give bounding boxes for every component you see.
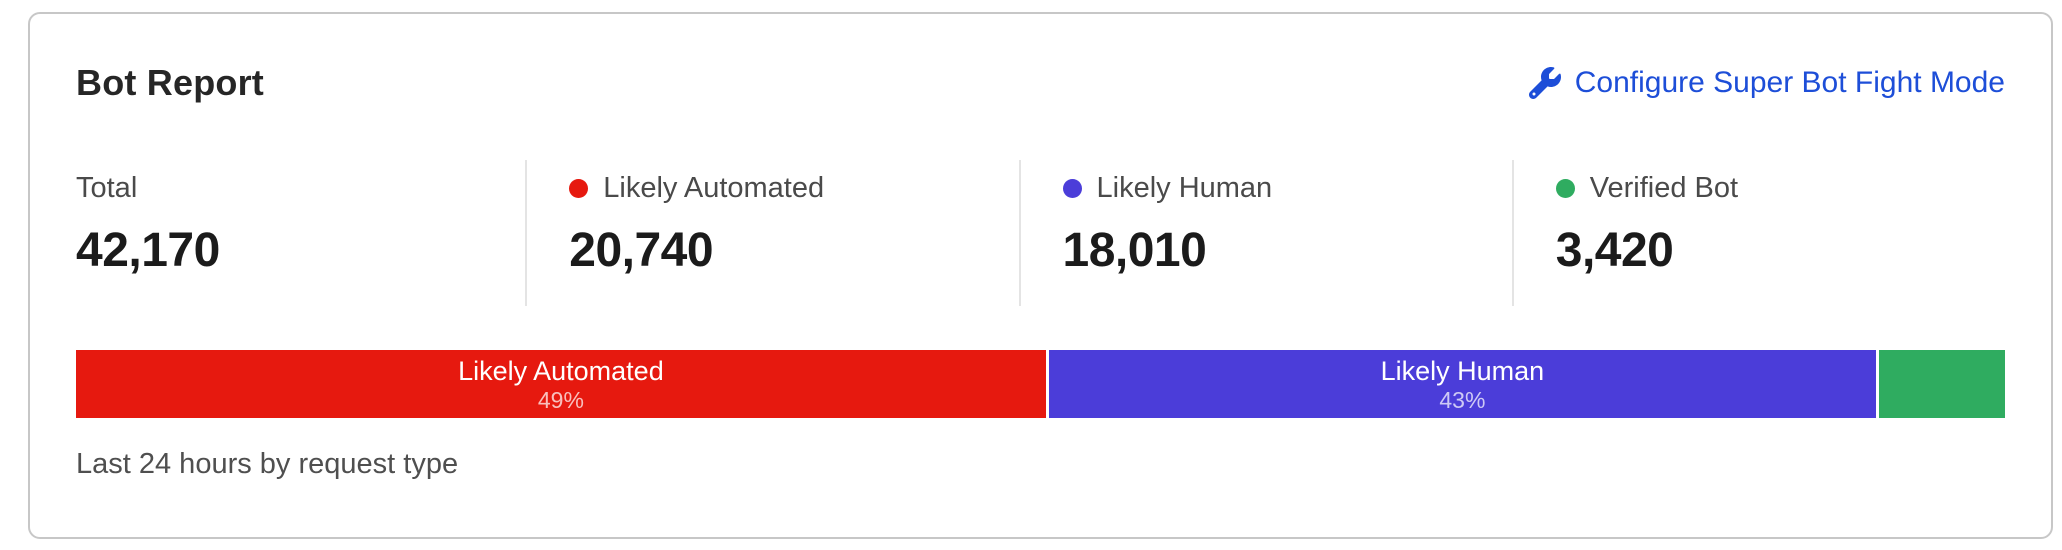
stat-likely-human-value: 18,010: [1062, 224, 1207, 277]
bar-segment-likely-human: Likely Human 43%: [1048, 350, 1876, 418]
wrench-icon: [1528, 67, 1561, 99]
stat-likely-human-label: Likely Human: [1096, 172, 1273, 204]
stat-total-label: Total: [76, 172, 138, 204]
bar-segment-likely-human-percent: 43%: [1439, 386, 1486, 413]
verified-bot-dot-icon: [1555, 179, 1575, 198]
stat-total-value: 42,170: [76, 224, 220, 277]
stat-likely-automated-value: 20,740: [569, 224, 714, 277]
stat-likely-human: Likely Human 18,010: [1018, 160, 1512, 306]
stat-likely-automated: Likely Automated 20,740: [525, 160, 1018, 306]
bar-segment-likely-human-label: Likely Human: [1380, 355, 1545, 386]
stat-likely-human-label-row: Likely Human: [1062, 172, 1512, 205]
stat-total: Total 42,170: [76, 160, 525, 306]
bar-segment-likely-automated-label: Likely Automated: [458, 355, 664, 386]
card-header: Bot Report Configure Super Bot Fight Mod…: [76, 62, 2005, 104]
likely-automated-dot-icon: [569, 179, 589, 198]
configure-link-label: Configure Super Bot Fight Mode: [1574, 66, 2005, 99]
configure-super-bot-fight-mode-link[interactable]: Configure Super Bot Fight Mode: [1528, 66, 2005, 100]
stat-verified-bot-label-row: Verified Bot: [1555, 172, 2005, 205]
likely-human-dot-icon: [1062, 179, 1082, 198]
request-type-stacked-bar: Likely Automated 49% Likely Human 43%: [76, 350, 2005, 418]
stat-total-label-row: Total: [76, 172, 525, 205]
stat-verified-bot-label: Verified Bot: [1589, 172, 1739, 204]
bar-segment-likely-automated-percent: 49%: [537, 386, 584, 413]
bot-report-card: Bot Report Configure Super Bot Fight Mod…: [28, 12, 2053, 539]
chart-caption: Last 24 hours by request type: [76, 448, 459, 480]
bar-segment-verified-bot: [1878, 350, 2005, 418]
stat-likely-automated-label: Likely Automated: [603, 172, 825, 204]
stat-verified-bot: Verified Bot 3,420: [1511, 160, 2005, 306]
bar-segment-likely-automated: Likely Automated 49%: [76, 350, 1046, 418]
stat-likely-automated-label-row: Likely Automated: [569, 172, 1018, 205]
page-title: Bot Report: [76, 62, 264, 103]
stats-row: Total 42,170 Likely Automated 20,740 Lik…: [76, 160, 2005, 306]
stat-verified-bot-value: 3,420: [1555, 224, 1674, 277]
